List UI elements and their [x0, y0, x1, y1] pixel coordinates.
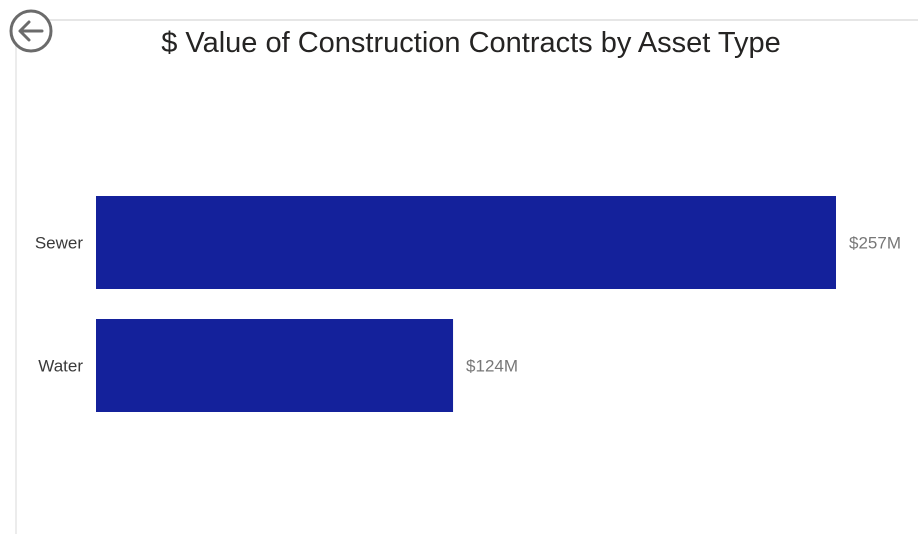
data-label-water: $124M: [466, 357, 518, 376]
visual-top-border: [14, 19, 918, 21]
back-arrow-icon: [9, 9, 53, 53]
data-label-sewer: $257M: [849, 234, 901, 253]
chart-title: $ Value of Construction Contracts by Ass…: [161, 27, 781, 59]
bar-water[interactable]: [96, 319, 454, 412]
bar-sewer[interactable]: [96, 196, 836, 289]
category-label-water: Water: [38, 357, 83, 376]
category-label-sewer: Sewer: [35, 234, 84, 253]
visual-left-border: [15, 20, 17, 534]
back-button[interactable]: [8, 8, 54, 54]
